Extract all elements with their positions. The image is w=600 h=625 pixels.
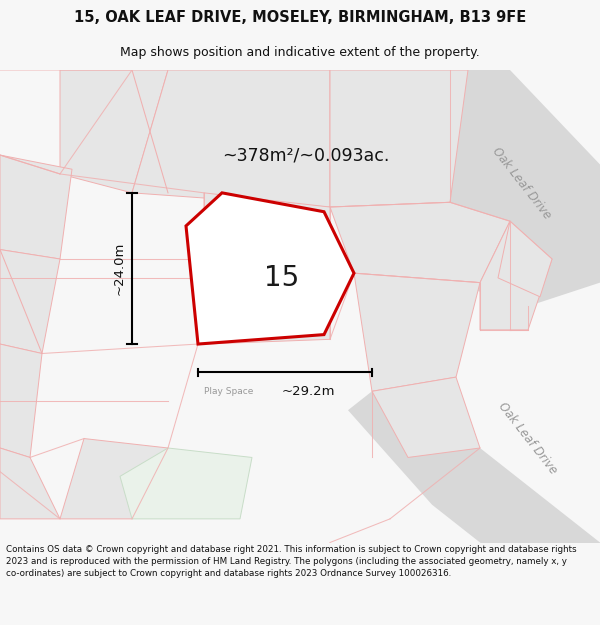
- Polygon shape: [132, 70, 330, 207]
- Polygon shape: [120, 448, 252, 519]
- Text: 15: 15: [265, 264, 299, 292]
- Polygon shape: [0, 155, 72, 259]
- Polygon shape: [186, 193, 354, 344]
- Text: Play Space: Play Space: [204, 387, 253, 396]
- Polygon shape: [348, 391, 600, 566]
- Polygon shape: [498, 221, 552, 297]
- Text: Map shows position and indicative extent of the property.: Map shows position and indicative extent…: [120, 46, 480, 59]
- Polygon shape: [60, 70, 168, 193]
- Text: Oak Leaf Drive: Oak Leaf Drive: [490, 145, 554, 222]
- Polygon shape: [0, 448, 60, 519]
- Text: ~378m²/~0.093ac.: ~378m²/~0.093ac.: [222, 146, 389, 164]
- Polygon shape: [390, 70, 600, 306]
- Polygon shape: [480, 221, 552, 330]
- Text: 15, OAK LEAF DRIVE, MOSELEY, BIRMINGHAM, B13 9FE: 15, OAK LEAF DRIVE, MOSELEY, BIRMINGHAM,…: [74, 10, 526, 25]
- Polygon shape: [330, 70, 468, 207]
- Polygon shape: [204, 193, 330, 344]
- Polygon shape: [0, 249, 60, 354]
- Polygon shape: [60, 439, 168, 519]
- Text: ~29.2m: ~29.2m: [282, 385, 335, 398]
- Text: Contains OS data © Crown copyright and database right 2021. This information is : Contains OS data © Crown copyright and d…: [6, 546, 577, 578]
- Polygon shape: [330, 202, 510, 282]
- Text: ~24.0m: ~24.0m: [112, 242, 125, 295]
- Polygon shape: [372, 377, 480, 458]
- Polygon shape: [0, 344, 42, 457]
- Text: Oak Leaf Drive: Oak Leaf Drive: [496, 400, 560, 477]
- Polygon shape: [354, 273, 480, 391]
